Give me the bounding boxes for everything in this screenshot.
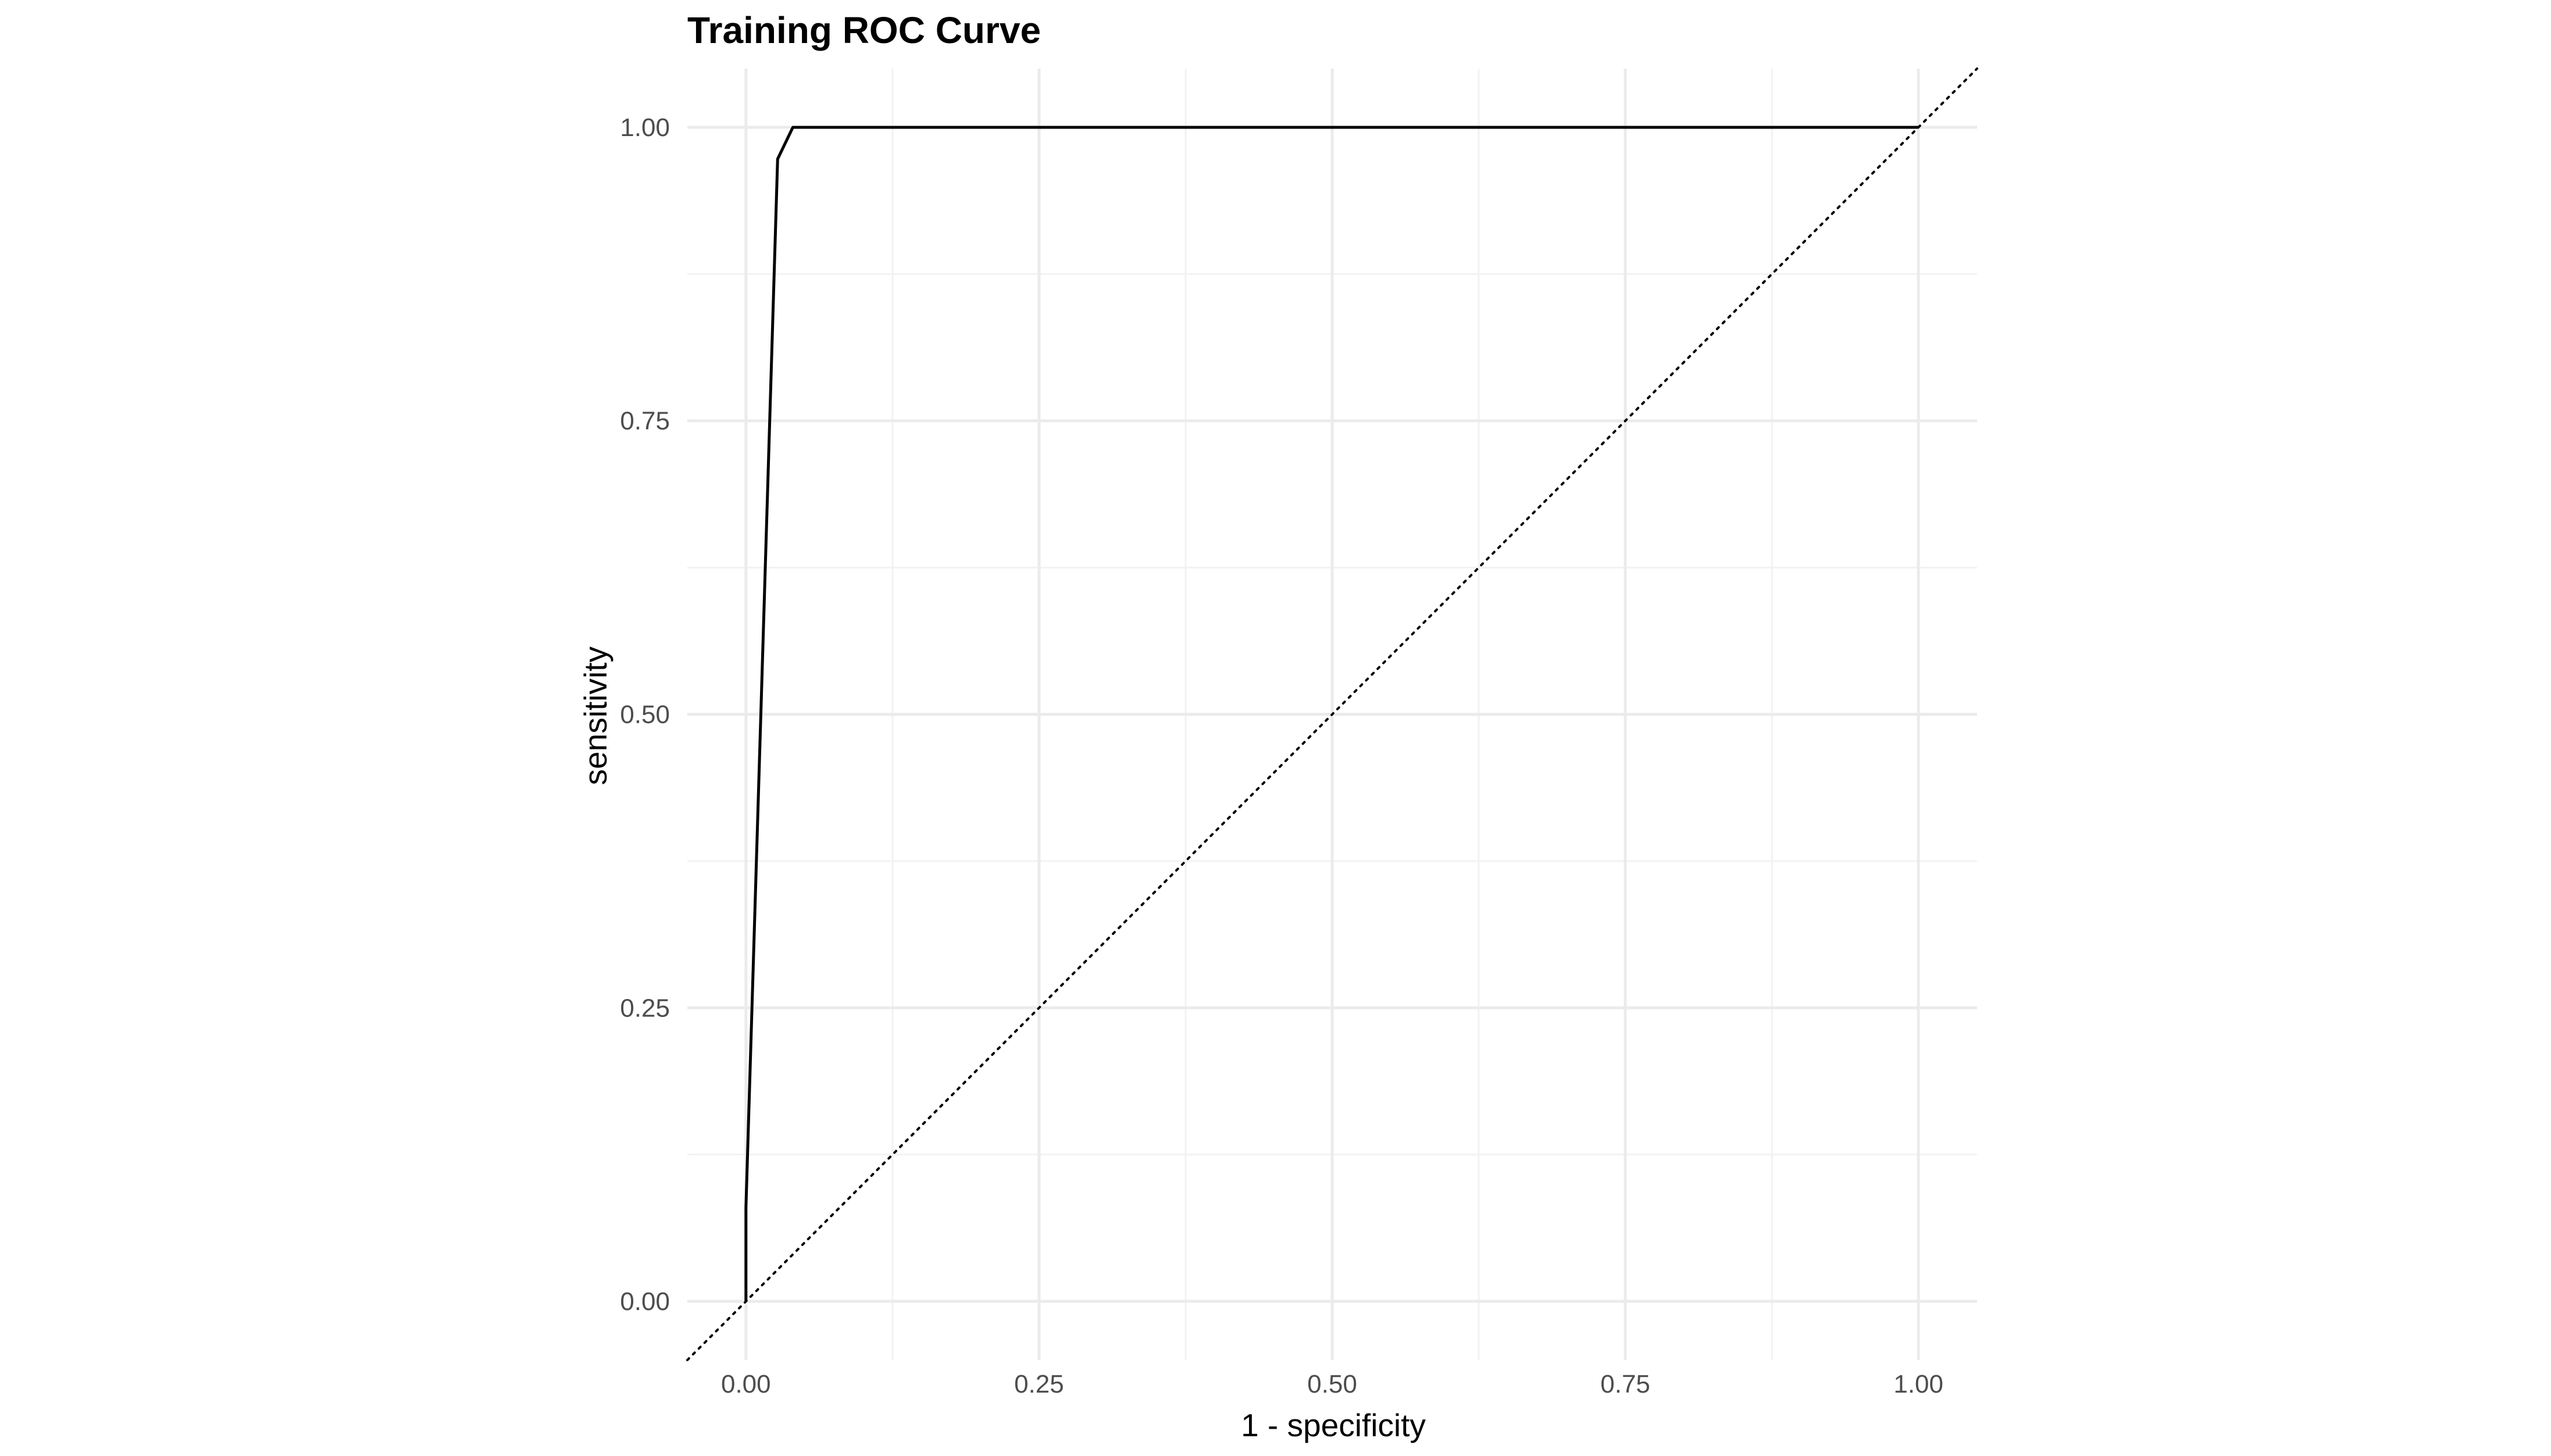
y-tick-label: 0.75 (620, 407, 670, 436)
reference-diagonal (686, 67, 1978, 1361)
series-layer (744, 126, 1919, 1301)
reference-line (686, 67, 1978, 1361)
x-tick-label: 0.75 (1600, 1370, 1650, 1398)
chart-title: Training ROC Curve (687, 9, 1041, 51)
y-tick-label: 0.25 (620, 994, 670, 1022)
x-tick-label: 0.50 (1307, 1370, 1357, 1398)
y-tick-label: 0.00 (620, 1287, 670, 1316)
y-tick-labels: 0.00 0.25 0.50 0.75 1.00 (620, 113, 670, 1316)
x-axis-title: 1 - specificity (1241, 1407, 1426, 1443)
y-tick-label: 0.50 (620, 701, 670, 729)
x-tick-label: 1.00 (1893, 1370, 1943, 1398)
y-tick-label: 1.00 (620, 113, 670, 142)
x-tick-label: 0.25 (1014, 1370, 1064, 1398)
x-tick-label: 0.00 (721, 1370, 771, 1398)
roc-curve-line (744, 126, 1919, 1301)
x-tick-labels: 0.00 0.25 0.50 0.75 1.00 (721, 1370, 1943, 1398)
y-axis-title: sensitivity (577, 646, 613, 785)
